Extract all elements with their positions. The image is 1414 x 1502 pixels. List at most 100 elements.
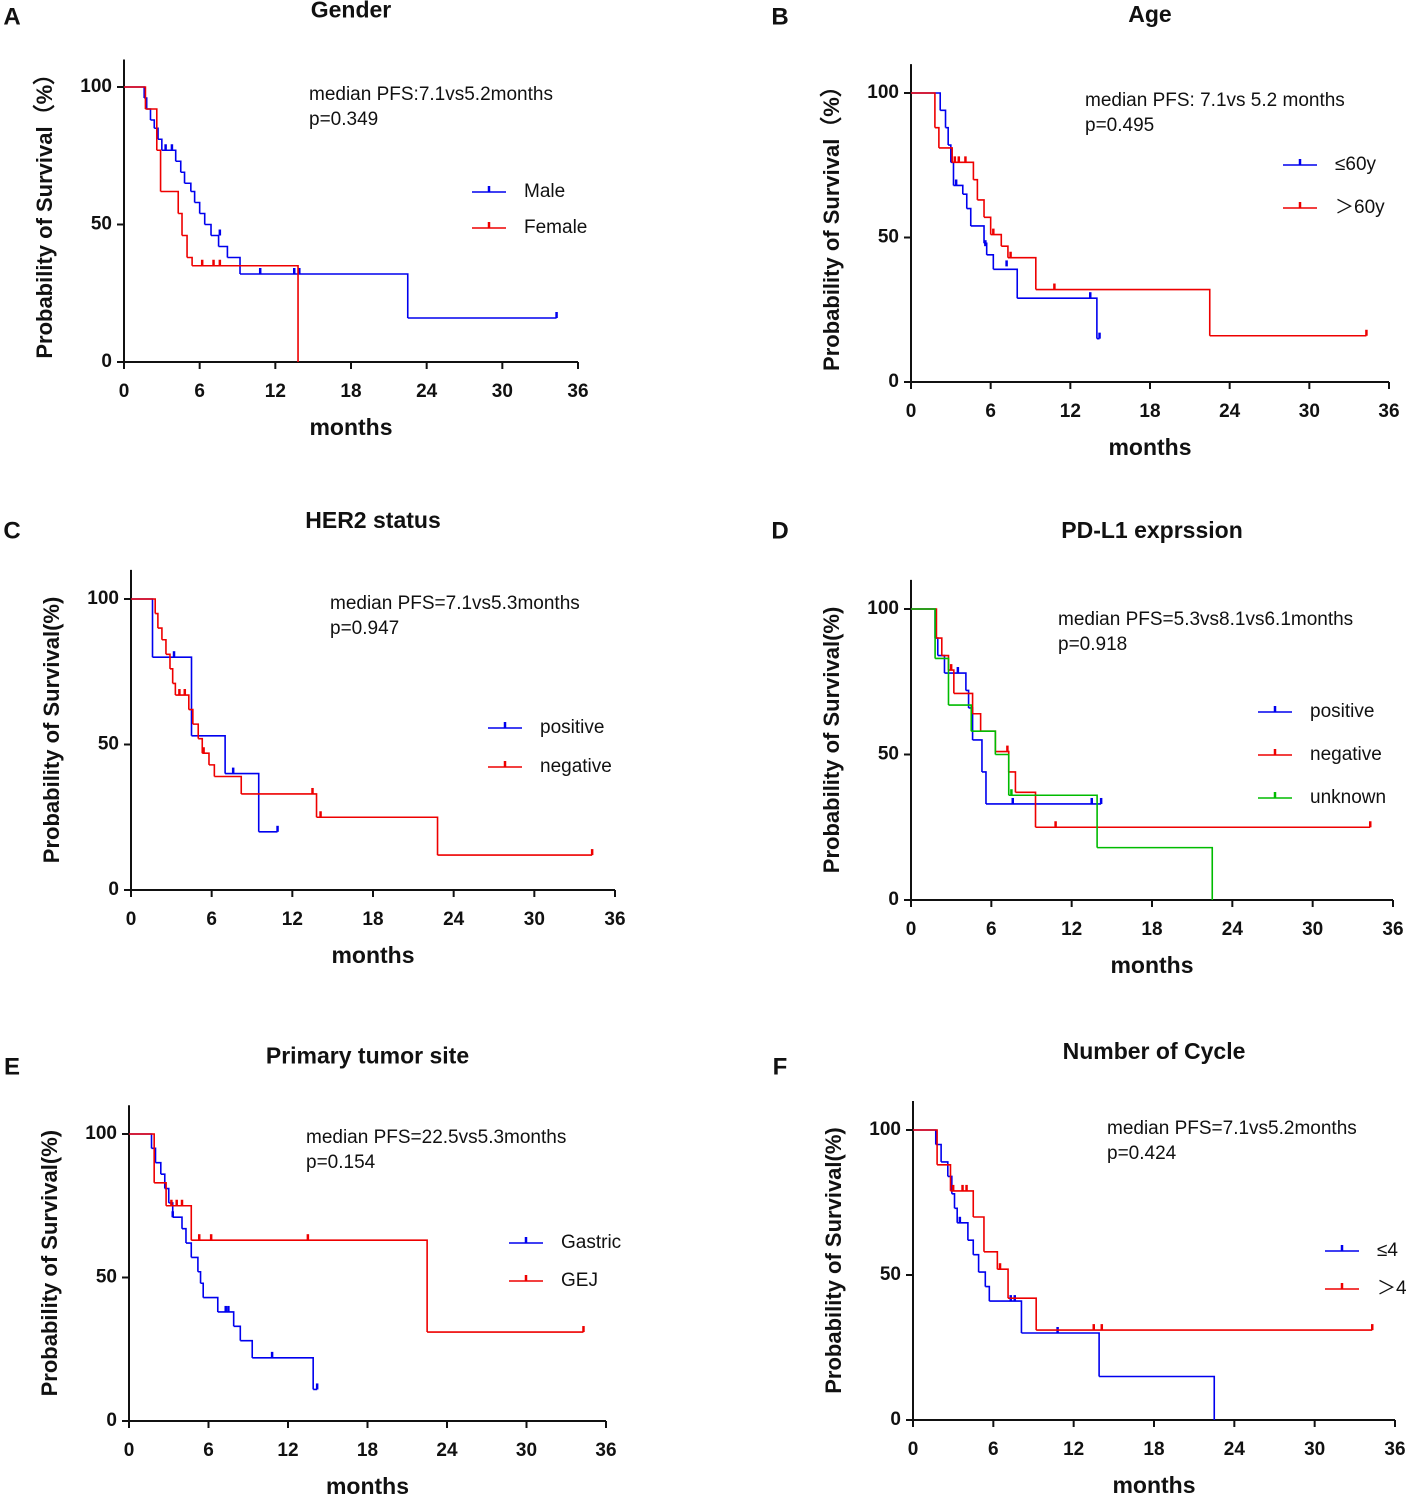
x-tick-label: 36 <box>595 1440 616 1461</box>
x-tick-label: 12 <box>277 1440 298 1461</box>
survival-step <box>187 256 193 266</box>
survival-step <box>240 273 409 318</box>
legend-label: negative <box>1310 744 1382 765</box>
y-tick-label: 100 <box>869 1119 901 1140</box>
survival-step <box>161 638 167 655</box>
x-tick-label: 18 <box>362 909 383 930</box>
survival-step <box>199 212 206 225</box>
legend-label: negative <box>540 756 612 777</box>
legend-label: ≤60y <box>1335 154 1377 175</box>
survival-step <box>950 161 955 186</box>
legend-label: Male <box>524 181 565 202</box>
survival-step <box>165 653 171 669</box>
annotation: p=0.947 <box>330 618 399 639</box>
survival-step <box>156 149 162 192</box>
annotation: p=0.349 <box>309 109 378 130</box>
survival-step <box>944 672 967 691</box>
survival-step <box>1008 1297 1037 1331</box>
survival-step <box>950 1190 975 1217</box>
y-tick-label: 100 <box>87 588 119 609</box>
y-tick-label: 0 <box>106 1410 117 1431</box>
survival-step <box>233 1325 242 1341</box>
survival-step <box>940 109 947 128</box>
x-tick-label: 24 <box>1219 401 1241 422</box>
survival-step <box>192 264 299 362</box>
x-tick-label: 30 <box>1304 1439 1325 1460</box>
panel-letter: D <box>771 517 788 544</box>
survival-step <box>204 223 212 236</box>
x-tick-label: 30 <box>1302 919 1323 940</box>
chart-title: HER2 status <box>305 507 440 533</box>
survival-step <box>966 207 972 226</box>
survival-step <box>970 225 985 244</box>
x-tick-label: 30 <box>1299 401 1320 422</box>
y-axis-label: Probability of Survival(%) <box>819 607 844 874</box>
survival-step <box>190 190 196 203</box>
survival-step <box>192 723 200 739</box>
y-tick-label: 50 <box>98 734 119 755</box>
survival-step <box>911 608 938 639</box>
survival-step <box>240 1339 254 1358</box>
legend-label: Gastric <box>561 1232 621 1253</box>
y-tick-label: 0 <box>888 371 899 392</box>
survival-step <box>986 254 995 270</box>
x-tick-label: 0 <box>908 1439 919 1460</box>
survival-step <box>953 692 974 714</box>
survival-step <box>208 764 216 777</box>
panel: D PD-L1 exprssion months Probability of Sur… <box>771 517 1403 978</box>
survival-step <box>1017 297 1098 339</box>
survival-step <box>158 138 163 151</box>
y-tick-label: 50 <box>878 227 899 248</box>
survival-step <box>993 268 1019 299</box>
survival-step <box>980 730 997 752</box>
y-tick-label: 50 <box>96 1267 117 1288</box>
y-tick-label: 100 <box>867 82 899 103</box>
survival-step <box>954 1207 958 1223</box>
x-tick-label: 36 <box>1378 401 1399 422</box>
legend-label: positive <box>1310 701 1374 722</box>
x-tick-label: 18 <box>1143 1439 1164 1460</box>
legend-label: ＞4 <box>1377 1278 1407 1299</box>
annotation: p=0.495 <box>1085 115 1154 136</box>
x-tick-label: 18 <box>1139 401 1160 422</box>
x-tick-label: 12 <box>1063 1439 1084 1460</box>
survival-step <box>1008 771 1017 793</box>
annotation: median PFS=7.1vs5.3months <box>330 593 580 614</box>
legend-label: ≤4 <box>1377 1240 1398 1261</box>
panel-letter: C <box>3 517 20 544</box>
survival-step <box>977 199 985 218</box>
survival-step <box>131 598 156 614</box>
x-tick-label: 6 <box>194 381 205 402</box>
legend-label: positive <box>540 717 604 738</box>
survival-step <box>957 1222 969 1241</box>
survival-step <box>185 1242 193 1258</box>
y-tick-label: 100 <box>85 1123 117 1144</box>
survival-step <box>172 1216 183 1229</box>
panel: F Number of Cycle months Probability of Sur… <box>773 1038 1407 1498</box>
survival-step <box>154 127 159 140</box>
panel: C HER2 status months Probability of Surviva… <box>3 507 625 968</box>
survival-step <box>227 256 241 274</box>
survival-step <box>180 171 186 184</box>
survival-step <box>160 190 180 214</box>
x-tick-label: 36 <box>604 909 625 930</box>
x-tick-label: 6 <box>203 1440 214 1461</box>
survival-step <box>160 1173 166 1189</box>
survival-step <box>978 1271 987 1287</box>
survival-step <box>962 193 968 209</box>
x-tick-label: 6 <box>988 1439 999 1460</box>
annotation: median PFS=5.3vs8.1vs6.1months <box>1058 609 1353 630</box>
survival-step <box>218 245 229 258</box>
survival-step <box>161 149 177 162</box>
survival-step <box>191 734 226 774</box>
x-tick-label: 0 <box>126 909 137 930</box>
x-tick-label: 30 <box>492 381 513 402</box>
chart-title: PD-L1 exprssion <box>1061 517 1243 543</box>
survival-step <box>129 1133 155 1183</box>
y-tick-label: 50 <box>880 1264 901 1285</box>
x-axis-label: months <box>1112 1472 1195 1498</box>
survival-step <box>151 1147 157 1163</box>
annotation: median PFS: 7.1vs 5.2 months <box>1085 90 1345 111</box>
survival-step <box>131 598 154 658</box>
